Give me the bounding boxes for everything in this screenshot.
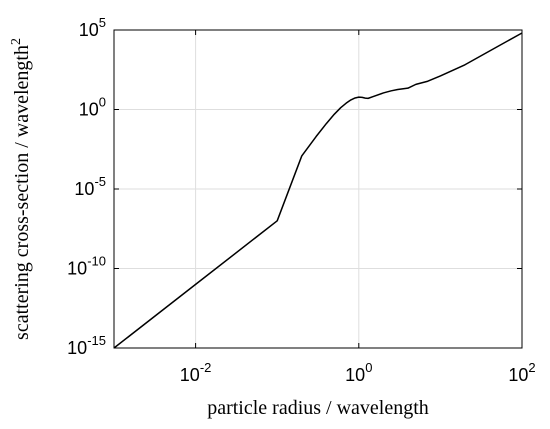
series-group	[113, 32, 523, 349]
y-axis-label-superscript: 2	[9, 38, 24, 45]
x-tick-label: 102	[508, 360, 535, 385]
y-tick-label: 10-15	[67, 333, 106, 358]
y-tick-label: 10-10	[67, 254, 106, 279]
x-tick-label: 100	[345, 360, 372, 385]
x-axis-label: particle radius / wavelength	[207, 397, 429, 419]
x-tick-label: 10-2	[180, 360, 212, 385]
y-tick-label: 105	[79, 15, 106, 40]
y-axis-label: scattering cross-section / wavelength2	[9, 38, 33, 340]
series-line	[113, 32, 523, 349]
y-tick-label: 10-5	[74, 174, 106, 199]
y-tick-label: 100	[79, 95, 106, 120]
y-axis-label-text: scattering cross-section / wavelength	[11, 45, 33, 340]
axis-ticks: 10-2 100 102 10-15 10-10 10-5 100 105	[67, 15, 535, 385]
